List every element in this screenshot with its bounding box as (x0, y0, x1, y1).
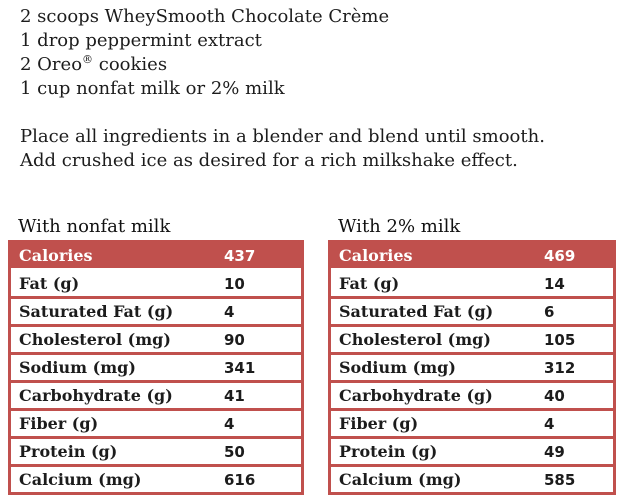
ingredient-line: 1 drop peppermint extract (20, 30, 262, 51)
table-caption-2percent: With 2% milk (338, 216, 461, 237)
nutrient-label: Calories (19, 246, 93, 265)
nutrient-value: 41 (224, 386, 245, 405)
nutrient-value: 49 (544, 442, 565, 461)
nutrition-table-2percent: Calories 469 Fat (g) 14 Saturated Fat (g… (328, 240, 616, 495)
table-row: Cholesterol (mg) 90 (11, 324, 301, 352)
table-row: Cholesterol (mg) 105 (331, 324, 613, 352)
nutrient-label: Fiber (g) (19, 414, 99, 433)
nutrient-label: Protein (g) (339, 442, 438, 461)
nutrient-label: Sodium (mg) (19, 358, 136, 377)
nutrient-value: 469 (544, 246, 576, 265)
table-row: Sodium (mg) 312 (331, 352, 613, 380)
nutrient-label: Sodium (mg) (339, 358, 456, 377)
nutrient-value: 90 (224, 330, 245, 349)
nutrient-value: 4 (224, 302, 235, 321)
table-row: Carbohydrate (g) 41 (11, 380, 301, 408)
table-header-row: Calories 469 (331, 243, 613, 268)
table-row: Fat (g) 14 (331, 268, 613, 296)
nutrient-value: 312 (544, 358, 576, 377)
table-row: Calcium (mg) 616 (11, 464, 301, 492)
table-caption-nonfat: With nonfat milk (18, 216, 171, 237)
nutrient-label: Fat (g) (339, 274, 400, 293)
nutrition-group-nonfat: With nonfat milk Calories 437 Fat (g) 10… (8, 216, 304, 495)
nutrition-table-nonfat: Calories 437 Fat (g) 10 Saturated Fat (g… (8, 240, 304, 495)
nutrient-label: Protein (g) (19, 442, 118, 461)
nutrient-value: 50 (224, 442, 245, 461)
nutrient-value: 341 (224, 358, 256, 377)
ingredient-text: 2 Oreo (20, 54, 83, 75)
nutrient-value: 14 (544, 274, 565, 293)
blank-line (20, 101, 620, 125)
nutrient-value: 105 (544, 330, 576, 349)
nutrient-label: Fiber (g) (339, 414, 419, 433)
nutrient-label: Cholesterol (mg) (19, 330, 171, 349)
nutrient-label: Carbohydrate (g) (19, 386, 173, 405)
nutrition-group-2percent: With 2% milk Calories 469 Fat (g) 14 Sat… (328, 216, 616, 495)
table-row: Fiber (g) 4 (331, 408, 613, 436)
nutrient-label: Saturated Fat (g) (339, 302, 494, 321)
recipe-text-block: 2 scoops WheySmooth Chocolate Crème 1 dr… (0, 0, 620, 173)
nutrient-label: Saturated Fat (g) (19, 302, 174, 321)
nutrient-value: 6 (544, 302, 555, 321)
nutrient-label: Cholesterol (mg) (339, 330, 491, 349)
nutrient-value: 40 (544, 386, 565, 405)
table-header-row: Calories 437 (11, 243, 301, 268)
ingredient-line: 1 cup nonfat milk or 2% milk (20, 78, 285, 99)
instruction-line: Place all ingredients in a blender and b… (20, 126, 545, 147)
ingredient-line: 2 Oreo® cookies (20, 53, 620, 77)
table-row: Fiber (g) 4 (11, 408, 301, 436)
nutrient-value: 616 (224, 470, 256, 489)
ingredient-text: cookies (93, 54, 168, 75)
table-row: Calcium (mg) 585 (331, 464, 613, 492)
nutrient-label: Calcium (mg) (339, 470, 462, 489)
table-row: Protein (g) 50 (11, 436, 301, 464)
nutrient-label: Carbohydrate (g) (339, 386, 493, 405)
nutrient-label: Fat (g) (19, 274, 80, 293)
ingredient-line: 2 scoops WheySmooth Chocolate Crème (20, 6, 390, 27)
table-row: Carbohydrate (g) 40 (331, 380, 613, 408)
table-row: Saturated Fat (g) 6 (331, 296, 613, 324)
table-row: Fat (g) 10 (11, 268, 301, 296)
nutrient-value: 4 (544, 414, 555, 433)
nutrient-value: 437 (224, 246, 256, 265)
table-row: Saturated Fat (g) 4 (11, 296, 301, 324)
table-row: Sodium (mg) 341 (11, 352, 301, 380)
table-row: Protein (g) 49 (331, 436, 613, 464)
nutrition-tables-section: With nonfat milk Calories 437 Fat (g) 10… (8, 216, 616, 495)
nutrient-value: 585 (544, 470, 576, 489)
nutrient-label: Calcium (mg) (19, 470, 142, 489)
nutrient-value: 10 (224, 274, 245, 293)
instruction-line: Add crushed ice as desired for a rich mi… (20, 150, 518, 171)
registered-trademark-symbol: ® (82, 53, 94, 66)
nutrient-value: 4 (224, 414, 235, 433)
nutrient-label: Calories (339, 246, 413, 265)
